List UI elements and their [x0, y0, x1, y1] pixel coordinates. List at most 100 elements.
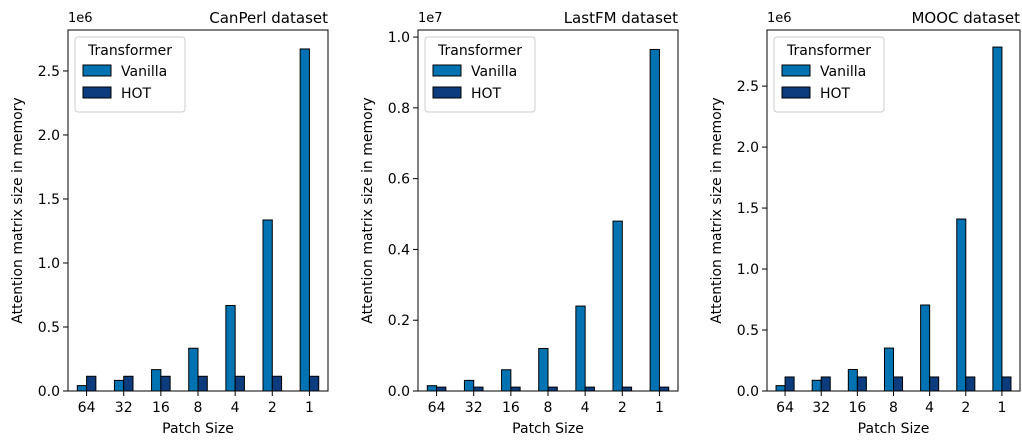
chart-2-y-tick-label: 0.8 [388, 101, 410, 117]
chart-1-bar-hot-1 [308, 375, 320, 392]
chart-2-legend-label-hot: HOT [471, 86, 502, 102]
chart-1-bar-vanilla-8 [188, 347, 199, 392]
chart-3-bar-hot-4 [929, 376, 940, 392]
chart-2-bar-vanilla-32 [463, 379, 475, 392]
chart-1-x-tick-label: 16 [152, 400, 170, 416]
chart-2-bar-vanilla-16 [501, 369, 512, 392]
chart-2-bar-hot-4 [584, 386, 595, 392]
chart-1-x-axis-label: Patch Size [162, 421, 234, 437]
chart-3-x-axis-label: Patch Size [858, 421, 930, 437]
chart-1-y-tick-label: 0.0 [38, 384, 60, 400]
chart-2-y-axis-label: Attention matrix size in memory [360, 97, 376, 323]
chart-3-y-multiplier: 1e6 [767, 11, 792, 26]
chart-1-y-tick-label: 1.5 [38, 192, 60, 208]
chart-3-bar-vanilla-8 [883, 347, 895, 392]
chart-1-bar-vanilla-4 [225, 304, 236, 392]
chart-1-legend-label-vanilla: Vanilla [121, 64, 167, 80]
chart-3-bar-vanilla-32 [811, 379, 822, 392]
chart-1-x-tick-label: 2 [268, 400, 277, 416]
chart-3-bar-vanilla-16 [847, 369, 858, 392]
chart-3-legend-label-vanilla: Vanilla [820, 64, 866, 80]
chart-3-axes-frame [766, 29, 1021, 392]
chart-1-y-tick-label: 1.0 [38, 256, 60, 272]
chart-3-bar-vanilla-2 [956, 218, 967, 392]
chart-1-bar-vanilla-64 [76, 385, 88, 392]
chart-2-x-tick-label: 16 [502, 400, 520, 416]
chart-2-y-tick-label: 0.4 [388, 242, 410, 258]
chart-2-bar-hot-8 [547, 386, 558, 392]
chart-3-bar-vanilla-1 [992, 46, 1003, 392]
chart-1-bar-vanilla-2 [262, 219, 273, 392]
chart-3-legend-swatch-vanilla [781, 64, 811, 77]
chart-2-bar-vanilla-64 [426, 385, 438, 392]
chart-2-bar-hot-16 [510, 386, 521, 392]
chart-3-x-tick-label: 64 [776, 400, 794, 416]
chart-2-bar-vanilla-1 [649, 48, 660, 392]
chart-2-x-tick-label: 32 [465, 400, 483, 416]
chart-1-bar-vanilla-16 [151, 369, 162, 392]
chart-3-x-tick-label: 1 [997, 400, 1006, 416]
chart-2-bar-vanilla-2 [612, 220, 623, 392]
chart-2-axes-frame [417, 29, 679, 392]
chart-2-y-multiplier: 1e7 [418, 11, 443, 26]
chart-2-y-tick-label: 0.2 [388, 313, 410, 329]
chart-1-bar-hot-8 [197, 375, 208, 392]
chart-2-x-tick-label: 4 [581, 400, 590, 416]
chart-1-title: CanPerl dataset [209, 9, 328, 27]
chart-3-bar-hot-8 [893, 376, 904, 392]
chart-1-legend-label-hot: HOT [121, 86, 152, 102]
chart-1-y-axis-label: Attention matrix size in memory [10, 97, 26, 323]
chart-2-bar-hot-2 [621, 386, 633, 392]
chart-2-y-tick-label: 0.0 [388, 384, 410, 400]
chart-3-x-tick-label: 2 [961, 400, 970, 416]
chart-3-title: MOOC dataset [911, 9, 1020, 27]
chart-2-x-tick-label: 64 [428, 400, 446, 416]
chart-3-bar-hot-64 [784, 376, 795, 392]
chart-1-y-tick-label: 0.5 [38, 320, 60, 336]
chart-3-y-tick-label: 2.5 [737, 79, 759, 95]
chart-2-x-tick-label: 8 [544, 400, 553, 416]
chart-2-bar-vanilla-8 [538, 348, 549, 392]
chart-2-bar-vanilla-4 [575, 305, 586, 392]
chart-3-bar-vanilla-4 [920, 304, 931, 392]
chart-3-bar-hot-16 [856, 376, 867, 392]
chart-2-legend-swatch-vanilla [432, 64, 462, 77]
chart-3-legend-label-hot: HOT [820, 86, 851, 102]
chart-3-x-tick-label: 8 [889, 400, 898, 416]
chart-1-y-multiplier: 1e6 [68, 11, 93, 26]
chart-1-x-tick-label: 1 [305, 400, 314, 416]
chart-2-bar-hot-1 [658, 386, 670, 392]
chart-2-title: LastFM dataset [564, 9, 678, 27]
chart-3-x-tick-label: 16 [848, 400, 866, 416]
chart-1-x-tick-label: 64 [78, 400, 96, 416]
chart-1-bar-vanilla-32 [113, 379, 125, 392]
chart-3-bar-hot-32 [820, 376, 831, 392]
chart-1-bar-vanilla-1 [299, 48, 310, 392]
chart-2-legend-title: Transformer [437, 43, 522, 59]
chart-2-x-axis-label: Patch Size [512, 421, 584, 437]
chart-3-bar-vanilla-64 [775, 385, 786, 392]
chart-3-legend-title: Transformer [786, 43, 871, 59]
chart-2-bar-hot-32 [473, 386, 484, 392]
chart-1-x-tick-label: 8 [194, 400, 203, 416]
chart-1-y-tick-label: 2.5 [38, 64, 60, 80]
chart-3-bar-hot-1 [1001, 376, 1012, 392]
chart-1-y-tick-label: 2.0 [38, 128, 60, 144]
chart-2-bar-hot-64 [436, 386, 447, 392]
chart-1-axes-frame [67, 29, 329, 392]
chart-1-bar-hot-64 [86, 375, 97, 392]
chart-3-x-tick-label: 4 [925, 400, 934, 416]
chart-2-legend-swatch-hot [432, 86, 462, 99]
chart-1-bar-hot-16 [160, 375, 171, 392]
chart-1-legend-swatch-vanilla [82, 64, 112, 77]
chart-1-legend-swatch-hot [82, 86, 112, 99]
chart-1-x-tick-label: 4 [231, 400, 240, 416]
chart-3-y-tick-label: 2.0 [737, 140, 759, 156]
chart-2-legend-label-vanilla: Vanilla [471, 64, 517, 80]
chart-3-x-tick-label: 32 [812, 400, 830, 416]
chart-2-y-tick-label: 0.6 [388, 172, 410, 188]
chart-3-bar-hot-2 [965, 376, 976, 392]
chart-1-legend-title: Transformer [87, 43, 172, 59]
